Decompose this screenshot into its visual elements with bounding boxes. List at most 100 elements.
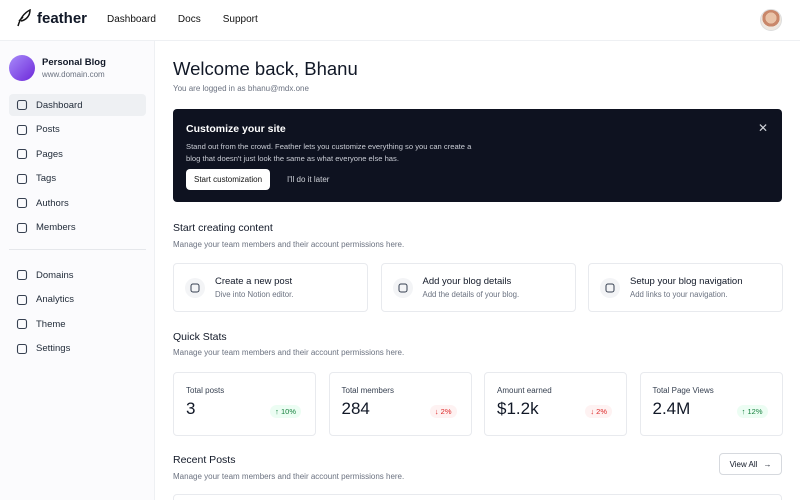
nav-link[interactable]: Dashboard (107, 14, 156, 25)
page-subtitle: You are logged in as bhanu@mdx.one (173, 84, 309, 93)
stat-value: 2.4M (652, 399, 691, 418)
banner: Customize your site Stand out from the c… (173, 109, 782, 202)
page-title: Welcome back, Bhanu (173, 58, 358, 79)
menu-icon (16, 99, 28, 111)
menu-label: Members (36, 222, 76, 233)
menu-icon (16, 318, 28, 330)
divider (9, 249, 146, 250)
section-title: Start creating content (173, 222, 273, 234)
stat-value: $1.2k (497, 399, 539, 418)
brand-name: feather (37, 9, 88, 27)
menu-label: Authors (36, 197, 69, 209)
menu-item[interactable]: Settings (9, 338, 146, 360)
card-description: Add the details of your blog. (422, 290, 520, 299)
card-title: Create a new post (215, 276, 293, 287)
arrow-icon: → (763, 459, 772, 469)
menu-label: Dashboard (36, 99, 83, 111)
view-all-button[interactable]: View All → (719, 453, 782, 475)
trend-arrow: ↑ (275, 407, 281, 416)
change-value: 2% (440, 407, 452, 416)
trend-arrow: ↑ (741, 407, 748, 416)
user-avatar[interactable] (760, 9, 782, 31)
menu-label: Analytics (36, 294, 75, 305)
menu-item[interactable]: Pages (9, 143, 146, 165)
menu-label: Domains (36, 269, 74, 281)
menu: Domains Analytics Theme Settings (9, 264, 146, 362)
posts-table (173, 494, 782, 500)
icon (605, 283, 615, 292)
card-description: Add links to your navigation. (630, 290, 728, 299)
menu: Dashboard Posts Pages Tags Authors Members (9, 94, 146, 241)
banner-text: Stand out from the crowd. Feather lets y… (186, 142, 472, 163)
stat-change: ↑ 12% (736, 405, 768, 418)
card-text: Add your blog details Add the details of … (423, 276, 520, 299)
site-switcher[interactable]: Personal Blog www.domain.com (9, 55, 106, 81)
menu-item[interactable]: Tags (9, 168, 146, 190)
menu-item[interactable]: Analytics (9, 289, 146, 311)
menu-label: Theme (36, 318, 66, 330)
button-label: View All (729, 459, 758, 469)
section-subtitle: Manage your team members and their accou… (173, 348, 405, 357)
change-value: 2% (596, 407, 607, 416)
menu-item[interactable]: Members (9, 217, 146, 239)
nav-link[interactable]: Docs (177, 14, 201, 25)
top-nav: Dashboard Docs Support (107, 14, 258, 25)
menu-label: Settings (36, 343, 71, 354)
close-button[interactable]: ✕ (757, 121, 768, 135)
card-icon (185, 277, 205, 298)
stat-card: Total posts 3 ↑ 10% (173, 372, 316, 436)
change-value: 12% (747, 407, 763, 416)
card-icon (600, 277, 620, 298)
site-logo (9, 55, 35, 81)
primary-button[interactable]: Start customization (186, 169, 271, 190)
card-text: Setup your blog navigation Add links to y… (630, 276, 743, 299)
menu-icon (16, 343, 28, 354)
menu-item[interactable]: Dashboard (9, 94, 146, 116)
icon (190, 283, 200, 292)
logo (17, 9, 31, 27)
section-title: Recent Posts (173, 454, 236, 466)
action-card[interactable]: Add your blog details Add the details of … (380, 263, 576, 312)
section-subtitle: Manage your team members and their accou… (173, 472, 405, 481)
card-title: Add your blog details (422, 276, 512, 287)
stat-change: ↑ 10% (270, 405, 301, 418)
menu-item[interactable]: Domains (9, 264, 146, 286)
stat-card: Amount earned $1.2k ↓ 2% (484, 372, 627, 436)
banner-title: Customize your site (186, 123, 286, 135)
action-card[interactable]: Setup your blog navigation Add links to y… (588, 263, 783, 312)
section-title: Quick Stats (173, 331, 227, 343)
icon (398, 283, 407, 292)
menu-icon (16, 294, 28, 305)
card-title: Setup your blog navigation (630, 276, 743, 287)
trend-arrow: ↓ (434, 407, 441, 416)
menu-item[interactable]: Posts (9, 119, 146, 141)
menu-icon (16, 197, 28, 209)
brand[interactable]: feather (16, 9, 87, 27)
sidebar: Personal Blog www.domain.com Dashboard Po… (0, 41, 155, 500)
site-name: Personal Blog (42, 57, 106, 68)
stat-label: Total Page Views (652, 386, 714, 395)
menu-label: Tags (36, 173, 57, 184)
menu-icon (16, 269, 28, 281)
change-value: 10% (280, 407, 296, 416)
menu-icon (16, 222, 28, 233)
stat-value: 3 (186, 399, 196, 418)
menu-icon (16, 148, 28, 160)
stat-change: ↓ 2% (585, 405, 612, 418)
nav-link[interactable]: Support (222, 14, 258, 25)
menu-icon (16, 173, 28, 184)
stat-card: Total Page Views 2.4M ↑ 12% (639, 372, 783, 436)
menu-item[interactable]: Theme (9, 313, 146, 335)
action-card[interactable]: Create a new post Dive into Notion editor… (173, 263, 368, 312)
menu-icon (16, 124, 28, 135)
section-subtitle: Manage your team members and their accou… (173, 240, 405, 249)
menu-item[interactable]: Authors (9, 192, 146, 214)
stat-value: 284 (341, 399, 370, 418)
menu-label: Pages (36, 148, 63, 160)
site-url: www.domain.com (42, 70, 105, 79)
menu-label: Posts (36, 124, 60, 135)
card-description: Dive into Notion editor. (215, 290, 294, 299)
secondary-button[interactable]: I'll do it later (287, 175, 330, 184)
stat-label: Total members (341, 386, 394, 395)
